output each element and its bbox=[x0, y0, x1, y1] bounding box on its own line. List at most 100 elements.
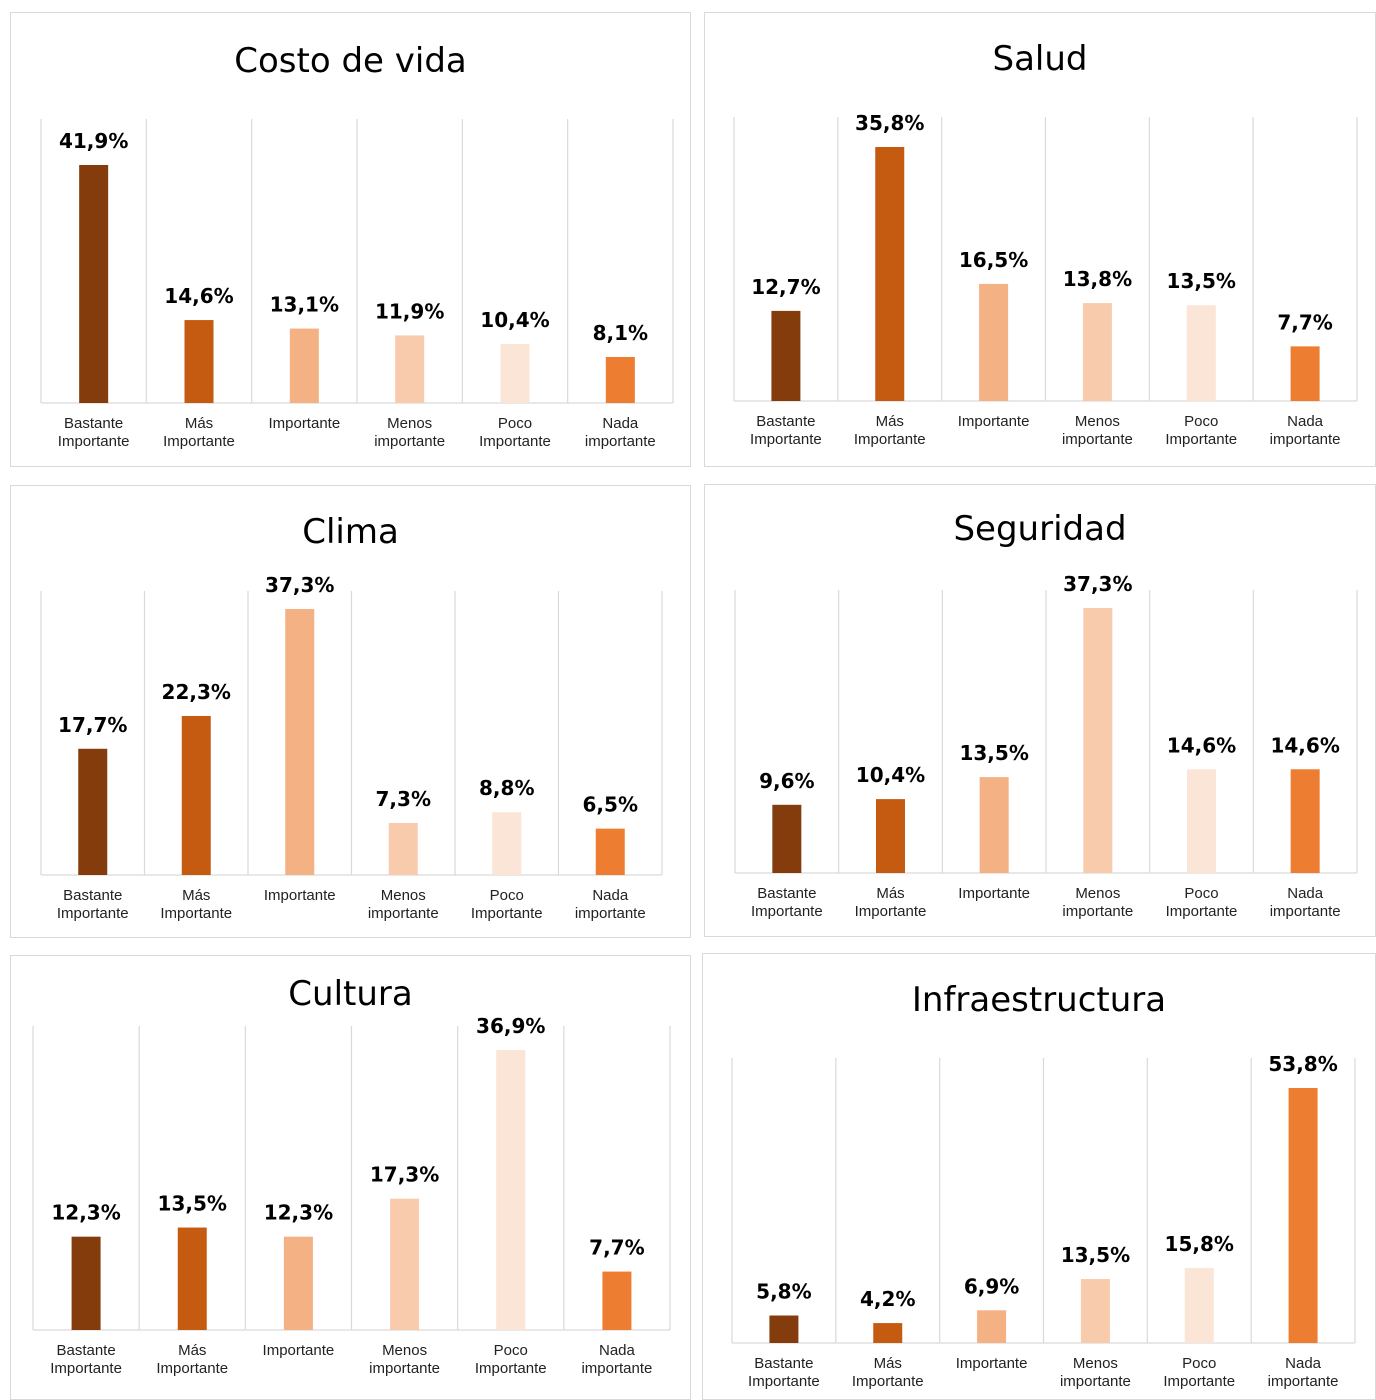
bar-chart: 17,7%BastanteImportante22,3%MásImportant… bbox=[40, 573, 663, 922]
data-label: 7,7% bbox=[589, 1236, 644, 1260]
category-tick-label: Más bbox=[876, 885, 904, 902]
bar bbox=[78, 748, 108, 875]
data-label: 13,1% bbox=[270, 293, 339, 317]
chart-panel-seguridad: Seguridad 9,6% Bastante Importante 10,4% Más… bbox=[704, 484, 1376, 937]
data-label: 16,5% bbox=[959, 248, 1028, 272]
data-label: 37,3% bbox=[265, 573, 334, 597]
data-label: 37,3% bbox=[1063, 572, 1132, 596]
category-tick-label: importante bbox=[1062, 431, 1133, 448]
category-tick-label: Importante bbox=[958, 413, 1030, 430]
category-tick-label: Importante bbox=[264, 887, 336, 904]
data-label: 6,9% bbox=[964, 1274, 1019, 1298]
data-label: 9,6% bbox=[759, 769, 814, 793]
bar bbox=[605, 356, 635, 403]
category-tick-label: Importante bbox=[956, 1355, 1028, 1372]
category-tick-label: importante bbox=[1270, 903, 1341, 920]
chart-title: Costo de vida bbox=[234, 41, 467, 81]
bar-chart: 41,9%BastanteImportante14,6%MásImportant… bbox=[40, 119, 674, 450]
category-tick-label: Nada bbox=[602, 415, 639, 432]
category-tick-label: importante bbox=[1270, 431, 1341, 448]
category-tick-label: Menos bbox=[1075, 413, 1120, 430]
bar bbox=[177, 1227, 207, 1330]
category-tick-label: importante bbox=[369, 1360, 440, 1377]
bar bbox=[769, 1315, 799, 1343]
data-label: 4,2% bbox=[860, 1287, 915, 1311]
data-label: 7,7% bbox=[1277, 310, 1332, 334]
bar bbox=[390, 1198, 420, 1330]
category-tick-label: Importante bbox=[156, 1360, 228, 1377]
category-tick-label: Importante bbox=[268, 415, 340, 432]
chart-title: Cultura bbox=[288, 974, 413, 1014]
category-tick-label: Nada bbox=[599, 1342, 636, 1359]
bar bbox=[979, 777, 1009, 873]
category-tick-label: Más bbox=[874, 1355, 902, 1372]
data-label: 14,6% bbox=[1270, 733, 1339, 757]
chart-panel-costo-de-vida: Costo de vida 41,9% Bastante Importante 14,… bbox=[10, 12, 691, 467]
data-label: 53,8% bbox=[1268, 1052, 1337, 1076]
category-tick-label: Poco bbox=[1182, 1355, 1216, 1372]
category-tick-label: Importante bbox=[854, 431, 926, 448]
category-tick-label: Nada bbox=[1285, 1355, 1322, 1372]
bar bbox=[500, 343, 530, 403]
bar bbox=[875, 147, 905, 401]
bar bbox=[79, 165, 109, 403]
data-label: 14,6% bbox=[164, 284, 233, 308]
category-tick-label: Importante bbox=[160, 905, 232, 922]
category-tick-label: Importante bbox=[958, 885, 1030, 902]
category-tick-label: importante bbox=[1268, 1373, 1339, 1390]
category-tick-label: importante bbox=[374, 433, 445, 450]
data-label: 36,9% bbox=[476, 1014, 545, 1038]
data-label: 6,5% bbox=[583, 793, 638, 817]
data-label: 12,7% bbox=[751, 275, 820, 299]
bar bbox=[979, 283, 1009, 401]
chart-panel-salud: Salud 12,7% Bastante Importante 35,8% Más Imp… bbox=[704, 12, 1376, 467]
data-label: 8,8% bbox=[479, 776, 534, 800]
category-tick-label: Importante bbox=[58, 433, 130, 450]
category-tick-label: Importante bbox=[1163, 1373, 1235, 1390]
bar-chart: 9,6%BastanteImportante10,4%MásImportante… bbox=[734, 572, 1358, 920]
category-tick-label: Importante bbox=[750, 431, 822, 448]
category-tick-label: Importante bbox=[479, 433, 551, 450]
bar bbox=[388, 822, 418, 875]
bar bbox=[1186, 305, 1216, 401]
data-label: 17,3% bbox=[370, 1163, 439, 1187]
category-tick-label: Bastante bbox=[64, 415, 123, 432]
data-label: 13,5% bbox=[959, 741, 1028, 765]
category-tick-label: Poco bbox=[498, 415, 532, 432]
chart-panel-infraestructura: Infraestructura 5,8% Bastante Importante 4,… bbox=[702, 953, 1376, 1400]
data-label: 22,3% bbox=[162, 680, 231, 704]
bar bbox=[1290, 346, 1320, 401]
category-tick-label: Menos bbox=[1073, 1355, 1118, 1372]
category-tick-label: importante bbox=[585, 433, 656, 450]
data-label: 14,6% bbox=[1167, 733, 1236, 757]
bar bbox=[772, 804, 802, 873]
category-tick-label: Importante bbox=[263, 1342, 335, 1359]
chart-panel-cultura: Cultura 12,3% Bastante Importante 13,5% Más I… bbox=[10, 955, 691, 1400]
category-tick-label: Importante bbox=[855, 903, 927, 920]
bar bbox=[1187, 769, 1216, 873]
bar bbox=[395, 335, 425, 403]
category-tick-label: Bastante bbox=[63, 887, 122, 904]
data-label: 12,3% bbox=[51, 1201, 120, 1225]
category-tick-label: Importante bbox=[751, 903, 823, 920]
category-tick-label: Menos bbox=[381, 887, 426, 904]
category-tick-label: Menos bbox=[382, 1342, 427, 1359]
bar bbox=[496, 1050, 526, 1330]
bar bbox=[595, 828, 625, 875]
category-tick-label: importante bbox=[1060, 1373, 1131, 1390]
category-tick-label: importante bbox=[575, 905, 646, 922]
bar bbox=[1083, 608, 1113, 873]
bar-chart: 12,7%BastanteImportante35,8%MásImportant… bbox=[733, 111, 1358, 448]
bar bbox=[1082, 303, 1112, 401]
category-tick-label: Poco bbox=[494, 1342, 528, 1359]
category-tick-label: Poco bbox=[1184, 885, 1218, 902]
chart-panel-clima: Clima 17,7% Bastante Importante 22,3% Más Imp… bbox=[10, 485, 691, 938]
data-label: 15,8% bbox=[1165, 1232, 1234, 1256]
category-tick-label: Importante bbox=[748, 1373, 820, 1390]
category-tick-label: Más bbox=[178, 1342, 206, 1359]
data-label: 11,9% bbox=[375, 299, 444, 323]
bar-chart: 5,8%BastanteImportante4,2%MásImportante6… bbox=[731, 1052, 1356, 1390]
bar-chart: 12,3%BastanteImportante13,5%MásImportant… bbox=[32, 1014, 671, 1377]
bar bbox=[285, 609, 315, 875]
data-label: 10,4% bbox=[856, 763, 925, 787]
